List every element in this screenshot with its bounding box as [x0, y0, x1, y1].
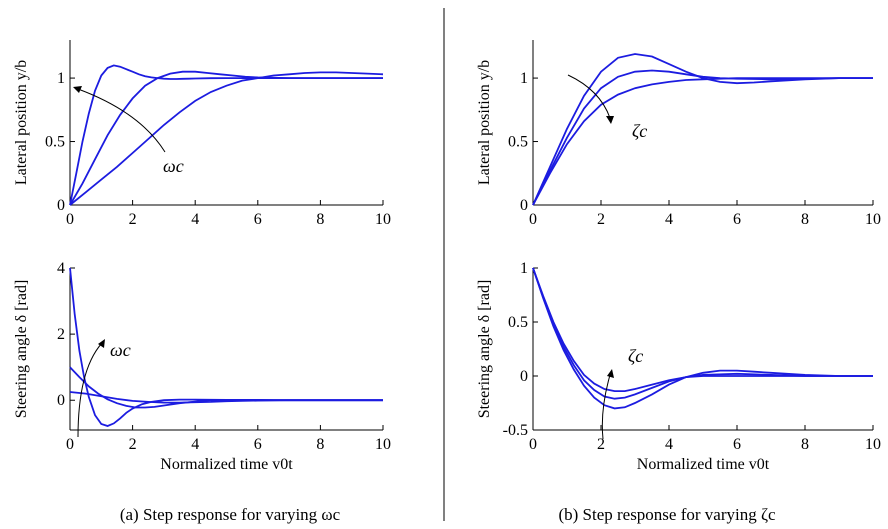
x-tick-label: 10	[375, 211, 391, 228]
y-tick-label: 0.5	[45, 134, 65, 151]
y-tick-label: 0	[57, 197, 65, 214]
annotation-b-bottom: ζc	[628, 346, 643, 366]
x-tick-label: 8	[801, 436, 809, 453]
series-line-3	[69, 391, 383, 404]
y-tick-label: -0.5	[503, 422, 528, 439]
y-tick-label: 4	[57, 260, 65, 277]
annotation-arrow-b-top	[567, 74, 614, 124]
y-tick-label: 0	[520, 197, 528, 214]
y-axis-label: Lateral position y/b	[13, 60, 30, 185]
x-tick-label: 6	[733, 211, 741, 228]
x-tick-label: 4	[191, 211, 199, 228]
x-tick-label: 0	[529, 211, 537, 228]
annotation-arrow-a-top	[73, 86, 166, 153]
y-tick-label: 1	[520, 70, 528, 87]
x-tick-label: 4	[665, 436, 673, 453]
x-axis-label: Normalized time v0t	[637, 456, 770, 473]
x-tick-label: 6	[254, 211, 262, 228]
x-tick-label: 10	[865, 211, 881, 228]
x-tick-label: 10	[865, 436, 881, 453]
y-tick-label: 0	[57, 392, 65, 409]
x-tick-label: 2	[597, 436, 605, 453]
series-line-2	[532, 267, 873, 400]
series-line-1	[69, 64, 383, 206]
x-tick-label: 0	[529, 436, 537, 453]
y-tick-label: 0.5	[508, 314, 528, 331]
x-tick-label: 4	[665, 211, 673, 228]
y-axis-label: Steering angle δ [rad]	[13, 280, 30, 419]
annotation-a-bottom: ωc	[110, 340, 131, 360]
series-line-1	[532, 267, 873, 410]
series-line-1	[532, 53, 873, 206]
annotation-a-top: ωc	[163, 156, 184, 176]
y-tick-label: 0.5	[508, 134, 528, 151]
y-tick-label: 1	[57, 70, 65, 87]
y-axis-label: Steering angle δ [rad]	[476, 280, 493, 419]
x-tick-label: 8	[801, 211, 809, 228]
y-axis-label: Lateral position y/b	[476, 60, 493, 185]
annotation-b-top: ζc	[632, 121, 647, 141]
series-line-3	[532, 267, 873, 393]
y-tick-label: 1	[520, 260, 528, 277]
y-tick-label: 0	[520, 368, 528, 385]
y-tick-label: 2	[57, 326, 65, 343]
series-line-3	[69, 71, 384, 206]
caption-a: (a) Step response for varying ωc	[120, 505, 341, 524]
x-tick-label: 0	[66, 436, 74, 453]
caption-b: (b) Step response for varying ζc	[558, 505, 776, 524]
chart-a-bottom: 0 2 4 6 8 10 0 2 4 Steering angle δ [rad] Normaliz…	[13, 260, 391, 473]
annotation-arrow-a-bottom	[77, 339, 105, 438]
x-tick-label: 0	[66, 211, 74, 228]
series-line-2	[69, 70, 383, 206]
x-axis-label: Normalized time v0t	[160, 456, 293, 473]
chart-a-top: 0 2 4 6 8 10 0 0.5 1 Lateral position y/b	[13, 40, 391, 228]
x-tick-label: 8	[316, 436, 324, 453]
chart-b-top: 0 2 4 6 8 10 0 0.5 1 Lateral position y/b	[476, 40, 881, 228]
x-tick-label: 2	[129, 436, 137, 453]
series-line-3	[532, 77, 873, 206]
x-tick-label: 6	[733, 436, 741, 453]
x-tick-label: 2	[129, 211, 137, 228]
series-line-2	[532, 69, 873, 206]
x-tick-label: 6	[254, 436, 262, 453]
x-tick-label: 4	[191, 436, 199, 453]
x-tick-label: 2	[597, 211, 605, 228]
annotation-arrow-b-bottom	[601, 369, 614, 440]
x-tick-label: 8	[316, 211, 324, 228]
x-tick-label: 10	[375, 436, 391, 453]
